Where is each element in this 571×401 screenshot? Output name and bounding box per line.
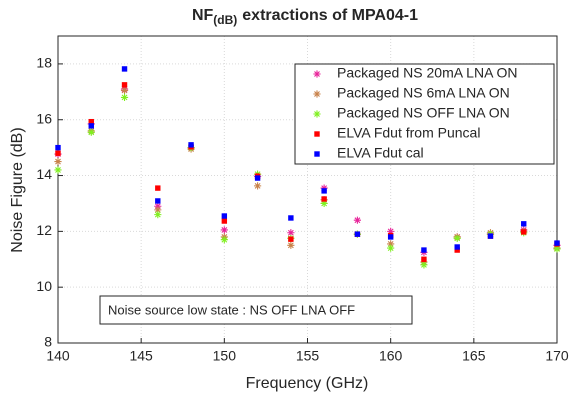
data-point: [521, 229, 527, 235]
title-main: NF: [192, 7, 214, 24]
data-point: [221, 213, 228, 219]
data-point: [88, 118, 94, 125]
legend-marker: [313, 70, 321, 78]
data-point: [420, 261, 428, 269]
legend-marker: [314, 151, 320, 157]
data-point: [188, 142, 194, 148]
data-point: [354, 231, 361, 237]
y-tick-label: 16: [36, 110, 52, 126]
title-subscript: (dB): [213, 13, 237, 27]
legend-label: Packaged NS 20mA LNA ON: [337, 65, 518, 81]
data-point: [454, 247, 460, 253]
annotation: Noise source low state : NS OFF LNA OFF: [108, 302, 355, 317]
data-point: [387, 244, 395, 252]
data-point: [254, 175, 261, 181]
x-tick-label: 145: [129, 348, 153, 364]
x-tick-label: 140: [46, 348, 70, 364]
data-point: [387, 234, 394, 240]
legend-marker: [313, 110, 321, 118]
y-axis-label: Noise Figure (dB): [9, 127, 26, 252]
legend-marker: [313, 90, 321, 98]
x-tick-label: 165: [462, 348, 486, 364]
legend-marker: [314, 131, 320, 137]
data-point: [387, 227, 395, 235]
data-point: [254, 182, 262, 190]
data-point: [353, 216, 361, 224]
data-point: [54, 166, 62, 174]
data-point: [320, 199, 328, 208]
data-point: [221, 218, 228, 224]
data-point: [88, 123, 94, 129]
data-point: [121, 66, 128, 72]
data-point: [287, 229, 295, 237]
x-tick-label: 170: [545, 348, 569, 364]
data-point: [54, 157, 62, 166]
data-point: [387, 240, 395, 248]
y-tick-label: 12: [36, 222, 52, 238]
y-tick-label: 8: [44, 334, 52, 350]
data-point: [487, 233, 494, 239]
annotation-box: [99, 295, 413, 325]
y-tick-label: 18: [36, 55, 52, 71]
data-point: [155, 198, 161, 204]
data-point: [554, 240, 560, 246]
y-tick-label: 14: [36, 166, 52, 182]
data-point: [288, 215, 294, 221]
chart-title: NF(dB) extractions of MPA04-1: [192, 7, 418, 27]
data-point: [320, 184, 328, 192]
data-point: [454, 244, 460, 250]
data-point: [220, 236, 228, 244]
legend-label: Packaged NS OFF LNA ON: [337, 105, 510, 121]
x-axis-label: Frequency (GHz): [246, 375, 369, 392]
title-rest: extractions of MPA04-1: [242, 7, 418, 24]
data-point: [154, 211, 162, 219]
data-point: [321, 196, 327, 202]
data-point: [121, 82, 128, 88]
data-point: [453, 234, 461, 242]
data-point: [288, 236, 294, 242]
legend-label: Packaged NS 6mA LNA ON: [337, 85, 510, 101]
data-point: [521, 221, 527, 227]
data-point: [553, 245, 561, 253]
data-point: [120, 86, 129, 95]
data-point: [421, 256, 427, 262]
data-point: [421, 247, 427, 253]
plot-frame: [57, 35, 558, 344]
x-tick-label: 155: [296, 348, 320, 364]
data-point: [287, 241, 295, 249]
x-tick-label: 150: [213, 348, 237, 364]
legend-label: ELVA Fdut cal: [337, 145, 424, 161]
data-point: [155, 185, 161, 191]
data-point: [55, 150, 61, 156]
data-point: [55, 144, 61, 151]
data-point: [120, 93, 129, 101]
data-point: [220, 226, 228, 234]
data-point: [154, 206, 162, 214]
legend-label: ELVA Fdut from Puncal: [337, 125, 480, 141]
legend-box: [294, 63, 555, 165]
data-point: [87, 128, 95, 136]
x-tick-label: 160: [379, 348, 403, 364]
y-tick-label: 10: [36, 278, 52, 294]
data-point: [154, 202, 162, 210]
data-point: [321, 188, 327, 194]
